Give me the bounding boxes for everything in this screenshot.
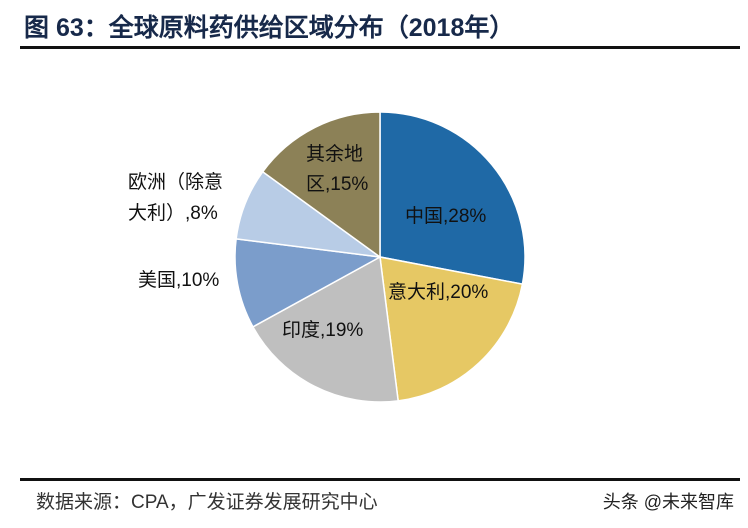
label-italy: 意大利,20% bbox=[388, 281, 488, 303]
label-europe-line1: 欧洲（除意 bbox=[128, 171, 223, 193]
pie-slice-3 bbox=[234, 237, 383, 328]
pie-slice-2 bbox=[251, 255, 400, 403]
watermark: 头条 @未来智库 bbox=[602, 492, 734, 512]
source-note: 数据来源：CPA，广发证券发展研究中心 bbox=[36, 492, 378, 513]
pie-slice-0 bbox=[379, 111, 526, 286]
label-other-line2: 区,15% bbox=[306, 174, 368, 195]
pie-slice-1 bbox=[379, 256, 524, 402]
label-india: 印度,19% bbox=[282, 319, 363, 341]
label-china: 中国,28% bbox=[405, 205, 486, 227]
label-europe-line2: 大利）,8% bbox=[128, 202, 218, 224]
label-usa: 美国,10% bbox=[138, 269, 219, 291]
footer-divider bbox=[20, 478, 740, 481]
figure-title: 图 63：全球原料药供给区域分布（2018年） bbox=[24, 14, 515, 42]
title-divider bbox=[20, 46, 740, 49]
pie-slice-5 bbox=[261, 111, 381, 259]
label-other-line1: 其余地 bbox=[306, 143, 363, 165]
